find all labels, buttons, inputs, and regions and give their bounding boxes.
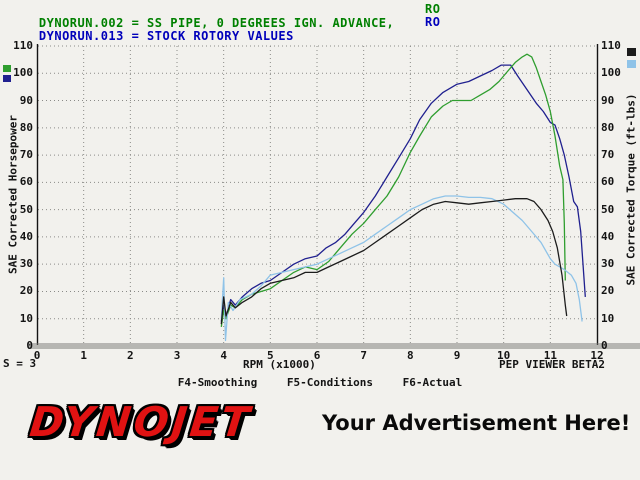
y-tick-right-90: 90	[601, 93, 615, 107]
x-tick-12: 12	[590, 349, 604, 362]
advertisement-text: Your Advertisement Here!	[322, 411, 631, 435]
y-tick-right-80: 80	[601, 120, 615, 134]
fkey-conditions[interactable]: F5-Conditions	[286, 376, 373, 389]
legend-swatch-hp-1	[3, 75, 11, 82]
y-tick-right-30: 30	[601, 257, 615, 271]
run-2-text: DYNORUN.013 = STOCK ROTORY VALUES	[38, 29, 294, 43]
run-2-tag: RO	[425, 15, 441, 29]
y-tick-right-10: 10	[601, 311, 615, 325]
y-tick-left-110: 110	[13, 39, 33, 52]
y-tick-right-50: 50	[601, 202, 615, 216]
y-tick-left-30: 30	[19, 257, 33, 271]
dynojet-logo: DYNOJET	[27, 398, 255, 446]
x-tick-8: 8	[407, 349, 414, 362]
y-tick-left-0: 0	[26, 339, 33, 352]
y-tick-left-80: 80	[19, 120, 33, 134]
x-tick-6: 6	[313, 349, 321, 362]
function-key-bar: F4-Smoothing F5-Conditions F6-Actual	[0, 371, 640, 390]
y-tick-right-20: 20	[601, 284, 615, 298]
x-tick-11: 11	[543, 349, 557, 362]
dyno-chart	[3, 44, 640, 349]
y-tick-left-50: 50	[19, 202, 33, 216]
y-tick-right-0: 0	[601, 339, 608, 352]
curve-hp-dynorun-002	[220, 53, 566, 327]
x-axis-bar	[28, 345, 640, 349]
x-tick-2: 2	[127, 349, 134, 362]
y-tick-right-110: 110	[601, 39, 621, 52]
y-tick-left-60: 60	[19, 175, 33, 189]
smoothing-status: S = 3	[3, 357, 37, 370]
x-tick-3: 3	[173, 349, 181, 362]
y-tick-left-100: 100	[13, 66, 33, 80]
x-tick-10: 10	[497, 349, 511, 362]
x-tick-1: 1	[80, 349, 87, 362]
legend-swatch-tq-1	[627, 60, 636, 68]
y-tick-right-100: 100	[601, 66, 621, 80]
y-tick-right-40: 40	[601, 229, 615, 243]
fkey-actual[interactable]: F6-Actual	[402, 376, 463, 389]
run-info-line-1: DYNORUN.002 = SS PIPE, 0 DEGREES IGN. AD…	[8, 2, 440, 58]
x-tick-5: 5	[267, 349, 274, 362]
curve-tq-dynorun-002	[220, 198, 568, 325]
curve-hp-dynorun-013	[220, 64, 586, 322]
y-tick-left-20: 20	[19, 284, 33, 298]
curve-tq-dynorun-013	[220, 195, 583, 342]
x-tick-7: 7	[360, 349, 367, 362]
y-tick-right-70: 70	[601, 148, 615, 162]
app-version-label: PEP VIEWER BETA2	[499, 358, 605, 371]
x-tick-4: 4	[220, 349, 227, 362]
y-tick-left-40: 40	[19, 229, 33, 243]
run-1-tag: RO	[425, 2, 441, 16]
run-info-line-2: DYNORUN.013 = STOCK ROTORY VALUES RO	[8, 15, 440, 71]
x-tick-0: 0	[33, 349, 41, 362]
y-tick-left-10: 10	[19, 311, 33, 325]
y-tick-right-60: 60	[601, 175, 615, 189]
legend-swatch-tq-0	[627, 48, 636, 56]
legend-swatch-hp-0	[3, 65, 11, 72]
y-tick-left-90: 90	[19, 93, 33, 107]
x-axis-title: RPM (x1000)	[243, 358, 316, 371]
fkey-smoothing[interactable]: F4-Smoothing	[177, 376, 258, 389]
y-tick-left-70: 70	[19, 148, 33, 162]
run-1-text: DYNORUN.002 = SS PIPE, 0 DEGREES IGN. AD…	[38, 16, 395, 30]
x-tick-9: 9	[453, 349, 461, 362]
